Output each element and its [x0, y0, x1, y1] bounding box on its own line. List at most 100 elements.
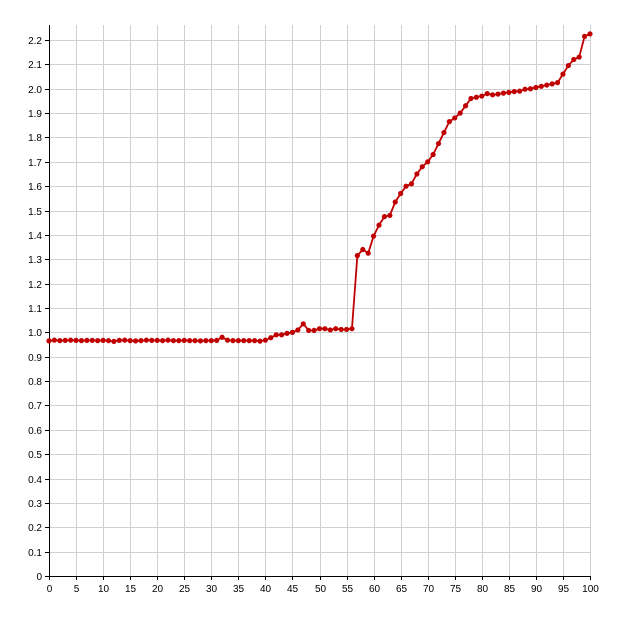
data-point	[446, 119, 452, 125]
data-point	[322, 326, 328, 332]
data-point	[506, 89, 512, 95]
data-point	[527, 86, 534, 92]
data-point	[122, 337, 128, 343]
data-point	[78, 338, 85, 344]
data-point	[62, 337, 68, 343]
data-point	[100, 337, 106, 343]
y-tick-label: 2.2	[28, 36, 42, 47]
data-point	[57, 338, 63, 344]
x-tick-label: 70	[423, 584, 435, 595]
data-point	[176, 338, 182, 344]
data-point	[479, 93, 485, 99]
data-point	[89, 337, 95, 343]
data-point	[581, 33, 588, 39]
y-tick-label: 0.3	[28, 499, 42, 510]
data-point	[408, 181, 415, 187]
data-point	[127, 338, 133, 344]
y-tick-label: 1.0	[28, 328, 42, 339]
x-tick-label: 100	[582, 584, 599, 595]
data-point	[160, 338, 166, 344]
data-point	[46, 338, 52, 344]
data-point	[468, 95, 474, 102]
data-point	[279, 332, 285, 338]
data-point	[533, 84, 539, 91]
data-point	[544, 82, 550, 88]
data-point	[170, 338, 177, 344]
y-tick-label: 0	[36, 572, 42, 583]
data-point	[452, 115, 458, 121]
x-tick-label: 25	[179, 584, 191, 595]
data-point	[143, 337, 149, 343]
data-point	[311, 327, 317, 334]
x-tick-label: 30	[206, 584, 218, 595]
data-point	[273, 332, 279, 338]
y-tick-label: 2.1	[28, 60, 42, 71]
data-point	[419, 164, 425, 170]
data-point	[376, 222, 382, 228]
y-tick-label: 0.8	[28, 377, 42, 388]
data-point	[538, 83, 544, 89]
plot-background	[49, 25, 590, 576]
x-tick-label: 5	[74, 584, 80, 595]
x-tick-label: 20	[152, 584, 164, 595]
data-point	[462, 103, 469, 109]
data-point	[251, 338, 258, 344]
data-point	[435, 140, 442, 147]
tick-labels: 0 5 10 15 20 25 30 35 40 45 50 55 60 65 70 75 80 85 90 95 10…	[28, 36, 599, 595]
data-point	[549, 81, 555, 87]
data-point	[522, 86, 528, 92]
data-point	[425, 159, 431, 165]
y-tick-label: 0.1	[28, 548, 42, 559]
data-point	[68, 337, 74, 343]
data-point	[414, 171, 420, 177]
x-tick-label: 10	[98, 584, 110, 595]
data-point	[84, 337, 90, 343]
data-point	[230, 338, 236, 344]
data-point	[284, 330, 290, 336]
data-point	[246, 338, 252, 344]
data-point	[430, 151, 436, 158]
data-point	[381, 214, 388, 220]
data-point	[300, 321, 306, 327]
x-tick-label: 55	[342, 584, 354, 595]
x-tick-label: 40	[260, 584, 272, 595]
data-point	[73, 337, 79, 343]
data-point	[132, 338, 139, 344]
data-point	[111, 338, 117, 344]
y-tick-label: 0.6	[28, 426, 42, 437]
data-point	[154, 337, 160, 343]
data-point	[149, 337, 155, 343]
axes	[45, 25, 591, 580]
data-point	[365, 250, 371, 256]
data-point	[495, 91, 501, 97]
x-tick-label: 35	[233, 584, 245, 595]
data-point	[387, 212, 393, 219]
data-point	[187, 338, 193, 344]
data-point	[257, 338, 263, 344]
data-point	[392, 199, 398, 205]
data-point	[587, 31, 593, 37]
data-point	[219, 334, 225, 340]
y-tick-label: 1.3	[28, 255, 42, 266]
data-point	[165, 337, 171, 343]
data-point	[403, 183, 409, 189]
data-point	[268, 335, 274, 341]
x-tick-label: 95	[558, 584, 570, 595]
data-point	[441, 129, 447, 136]
data-point	[116, 337, 122, 343]
x-tick-label: 80	[477, 584, 489, 595]
x-tick-label: 60	[369, 584, 381, 595]
y-tick-label: 0.4	[28, 475, 42, 486]
y-tick-label: 1.9	[28, 109, 42, 120]
data-point	[235, 338, 241, 344]
data-point	[333, 326, 339, 332]
x-tick-label: 90	[531, 584, 543, 595]
series-layer	[46, 31, 593, 344]
data-point	[560, 71, 566, 77]
data-point	[343, 326, 350, 333]
data-point	[517, 88, 523, 94]
data-point	[349, 326, 355, 332]
data-point	[484, 91, 490, 97]
y-tick-label: 1.4	[28, 231, 42, 242]
data-point	[327, 327, 333, 333]
